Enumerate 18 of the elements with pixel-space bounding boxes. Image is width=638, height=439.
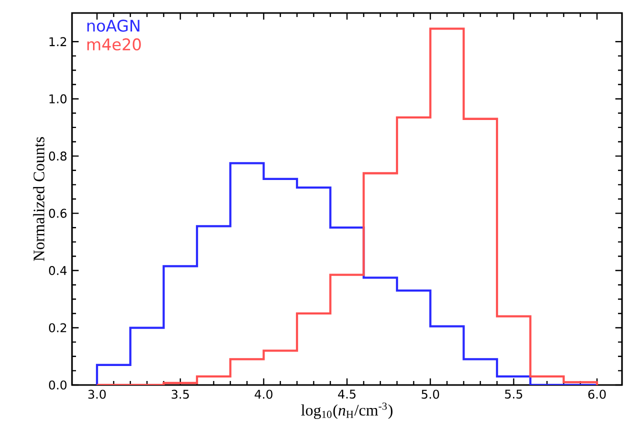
x-tick-label: 5.0 <box>422 390 440 399</box>
x-tick-label: 3.5 <box>172 390 189 399</box>
x-tick-label: 4.5 <box>338 390 356 399</box>
x-tick-label: 5.5 <box>505 390 522 399</box>
x-tick-label: 3.0 <box>88 390 106 399</box>
y-tick-label: 0.2 <box>49 323 66 332</box>
x-tick-label: 4.0 <box>254 390 272 399</box>
x-tick-label: 6.0 <box>588 390 606 399</box>
y-tick-label: 0.0 <box>49 380 66 390</box>
y-tick-label: 1.0 <box>50 94 66 104</box>
y-tick-label: 0.6 <box>49 208 67 218</box>
y-tick-label: 0.8 <box>49 152 66 161</box>
text: noAGN <box>87 20 140 32</box>
y-axis-title: Normalized Counts <box>33 137 44 261</box>
y-tick-label: 1.2 <box>50 37 66 46</box>
y-tick-label: 0.4 <box>49 266 67 276</box>
text: m4e20 <box>87 38 141 50</box>
x-axis-title: log$_{10}$(n$_{H}$/cm$^{-3}$) <box>301 402 392 419</box>
